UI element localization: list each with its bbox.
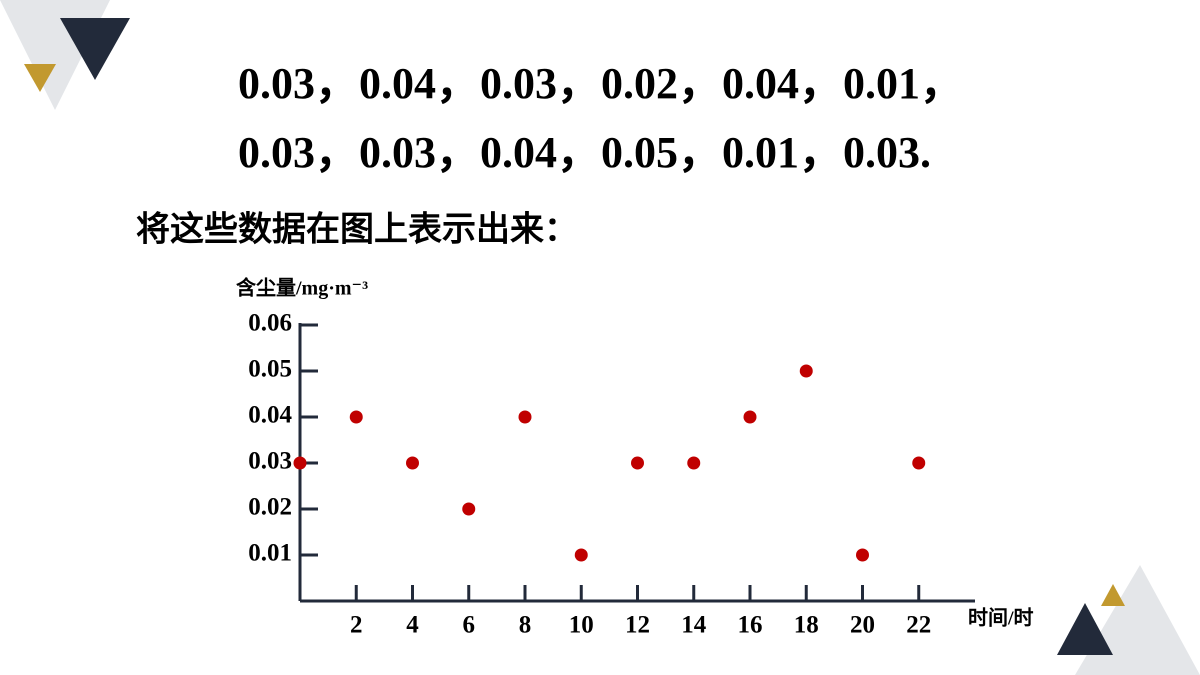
point	[349, 410, 363, 424]
x-tick-label: 2	[350, 612, 363, 639]
point	[687, 456, 701, 470]
decor	[24, 64, 56, 92]
point	[856, 548, 869, 562]
x-tick-label: 20	[850, 612, 875, 639]
decor	[1057, 603, 1113, 655]
caption: 将这些数据在图上表示出来：	[136, 210, 578, 250]
x-tick-label: 14	[681, 612, 707, 639]
decor	[60, 18, 130, 80]
text-line: 0.03，0.03，0.04，0.05，0.01，0.03.	[238, 128, 931, 177]
x-tick-label: 6	[463, 612, 476, 639]
point	[574, 548, 588, 562]
y-tick-label: 0.05	[248, 356, 292, 383]
y-tick-label: 0.02	[248, 494, 292, 521]
x-tick-label: 22	[906, 612, 931, 639]
point	[462, 502, 476, 516]
x-tick-label: 8	[519, 612, 532, 639]
y-tick-label: 0.04	[248, 402, 292, 429]
point	[799, 364, 813, 378]
point	[406, 456, 419, 470]
point	[293, 456, 307, 470]
x-tick-label: 4	[406, 612, 419, 639]
x-tick-label: 10	[569, 612, 594, 639]
y-tick-label: 0.06	[248, 310, 292, 337]
x-tick-label: 16	[738, 612, 763, 639]
y-tick-label: 0.01	[248, 540, 292, 567]
point	[631, 456, 644, 470]
text-line: 0.03，0.04，0.03，0.02，0.04，0.01，	[238, 59, 964, 108]
x-tick-label: 12	[625, 612, 650, 639]
x-tick-label: 18	[794, 612, 819, 639]
y-tick-label: 0.03	[248, 448, 292, 475]
point	[912, 456, 926, 470]
point	[518, 410, 532, 424]
x-axis-label: 时间/时	[968, 607, 1034, 630]
point	[743, 410, 757, 424]
decor	[1101, 584, 1125, 606]
y-axis-label: 含尘量/mg·m⁻³	[236, 276, 368, 300]
